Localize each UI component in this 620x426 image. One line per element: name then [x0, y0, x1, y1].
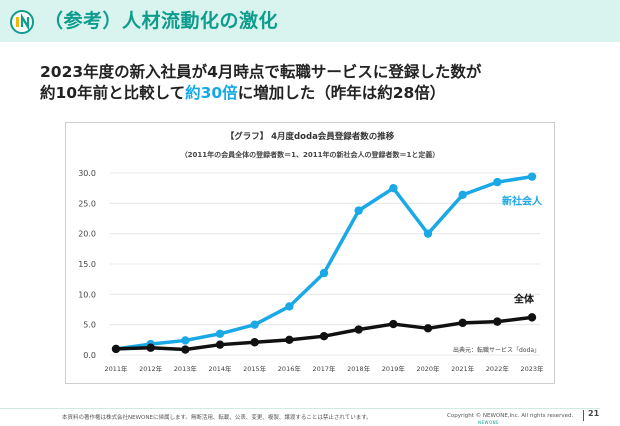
x-tick-label: 2016年: [278, 364, 302, 373]
data-point: [354, 206, 363, 215]
newone-logo-icon: [10, 10, 34, 34]
data-point: [215, 340, 225, 349]
chart-subtitle: （2011年の会員全体の登録者数＝1、2011年の新社会人の登録者数＝1と定義）: [180, 151, 440, 159]
y-tick-label: 20.0: [78, 230, 96, 239]
x-tick-label: 2019年: [382, 364, 406, 373]
data-point: [493, 317, 502, 326]
x-tick-label: 2014年: [208, 364, 232, 373]
data-point: [423, 324, 433, 333]
footer-copyright: Copyright © NEWONE,Inc. All rights reser…: [447, 413, 574, 419]
data-point: [493, 177, 502, 187]
page-number-separator: [583, 410, 584, 421]
data-point: [146, 343, 155, 352]
y-tick-label: 10.0: [78, 290, 96, 299]
y-tick-label: 5.0: [83, 321, 96, 330]
x-tick-label: 2022年: [486, 364, 510, 373]
chart-source: 出典元：転職サービス「doda」: [453, 346, 540, 354]
x-tick-label: 2018年: [347, 364, 371, 373]
data-point: [181, 345, 190, 354]
data-point: [319, 268, 329, 278]
data-point: [527, 313, 537, 322]
data-point: [389, 183, 398, 193]
data-point: [250, 338, 259, 347]
x-tick-label: 2015年: [243, 364, 267, 373]
footer-rule: [0, 408, 600, 409]
data-point: [354, 325, 363, 334]
x-tick-label: 2017年: [312, 364, 336, 373]
x-tick-label: 2020年: [416, 364, 440, 373]
x-tick-label: 2012年: [139, 364, 163, 373]
headline-highlight: 約30倍: [185, 84, 238, 102]
headline-line-2: 約10年前と比較して約30倍に増加した（昨年は約28倍）: [40, 83, 600, 104]
data-point: [111, 344, 121, 354]
data-point: [285, 302, 294, 311]
data-point: [458, 318, 467, 328]
data-point: [423, 229, 433, 238]
series-label: 全体: [513, 292, 535, 305]
footer-brand-mark: NEWONE: [478, 420, 500, 425]
y-tick-label: 30.0: [78, 169, 96, 178]
series-label: 新社会人: [502, 195, 543, 208]
y-tick-label: 0.0: [83, 351, 96, 360]
data-point: [527, 172, 537, 181]
data-point: [285, 335, 294, 345]
x-tick-label: 2023年: [520, 364, 544, 373]
data-point: [215, 329, 225, 338]
page-number: 21: [588, 409, 600, 418]
slide-title: （参考）人材流動化の激化: [44, 10, 279, 32]
chart-frame: 【グラフ】 4月度doda会員登録者数の推移 （2011年の会員全体の登録者数＝…: [65, 122, 555, 384]
title-bar: [0, 0, 620, 42]
footer-note: 本資料の著作権は株式会社NEWONEに帰属します。無断活用、転載、公表、変更、複…: [62, 415, 372, 421]
y-tick-label: 15.0: [78, 260, 96, 269]
x-tick-label: 2021年: [451, 364, 475, 373]
line-chart: 0.0 5.0 10.0 15.0 20.0 25.0 30.0 2011年 2012年 2013…: [78, 169, 544, 373]
y-tick-label: 25.0: [78, 199, 96, 208]
headline-line-2-post: に増加した（昨年は約28倍）: [237, 84, 446, 102]
data-point: [389, 319, 398, 329]
data-point: [458, 190, 467, 200]
headline-line-1: 2023年度の新入社員が4月時点で転職サービスに登録した数が: [40, 63, 482, 81]
data-point: [250, 320, 259, 329]
x-tick-label: 2011年: [104, 364, 128, 373]
x-tick-label: 2013年: [174, 364, 198, 373]
headline-line-2-pre: 約10年前と比較して: [40, 84, 186, 102]
data-point: [181, 336, 190, 345]
data-point: [319, 331, 329, 341]
headline: 2023年度の新入社員が4月時点で転職サービスに登録した数が 約10年前と比較し…: [40, 62, 600, 104]
chart-title: 【グラフ】 4月度doda会員登録者数の推移: [225, 132, 395, 142]
